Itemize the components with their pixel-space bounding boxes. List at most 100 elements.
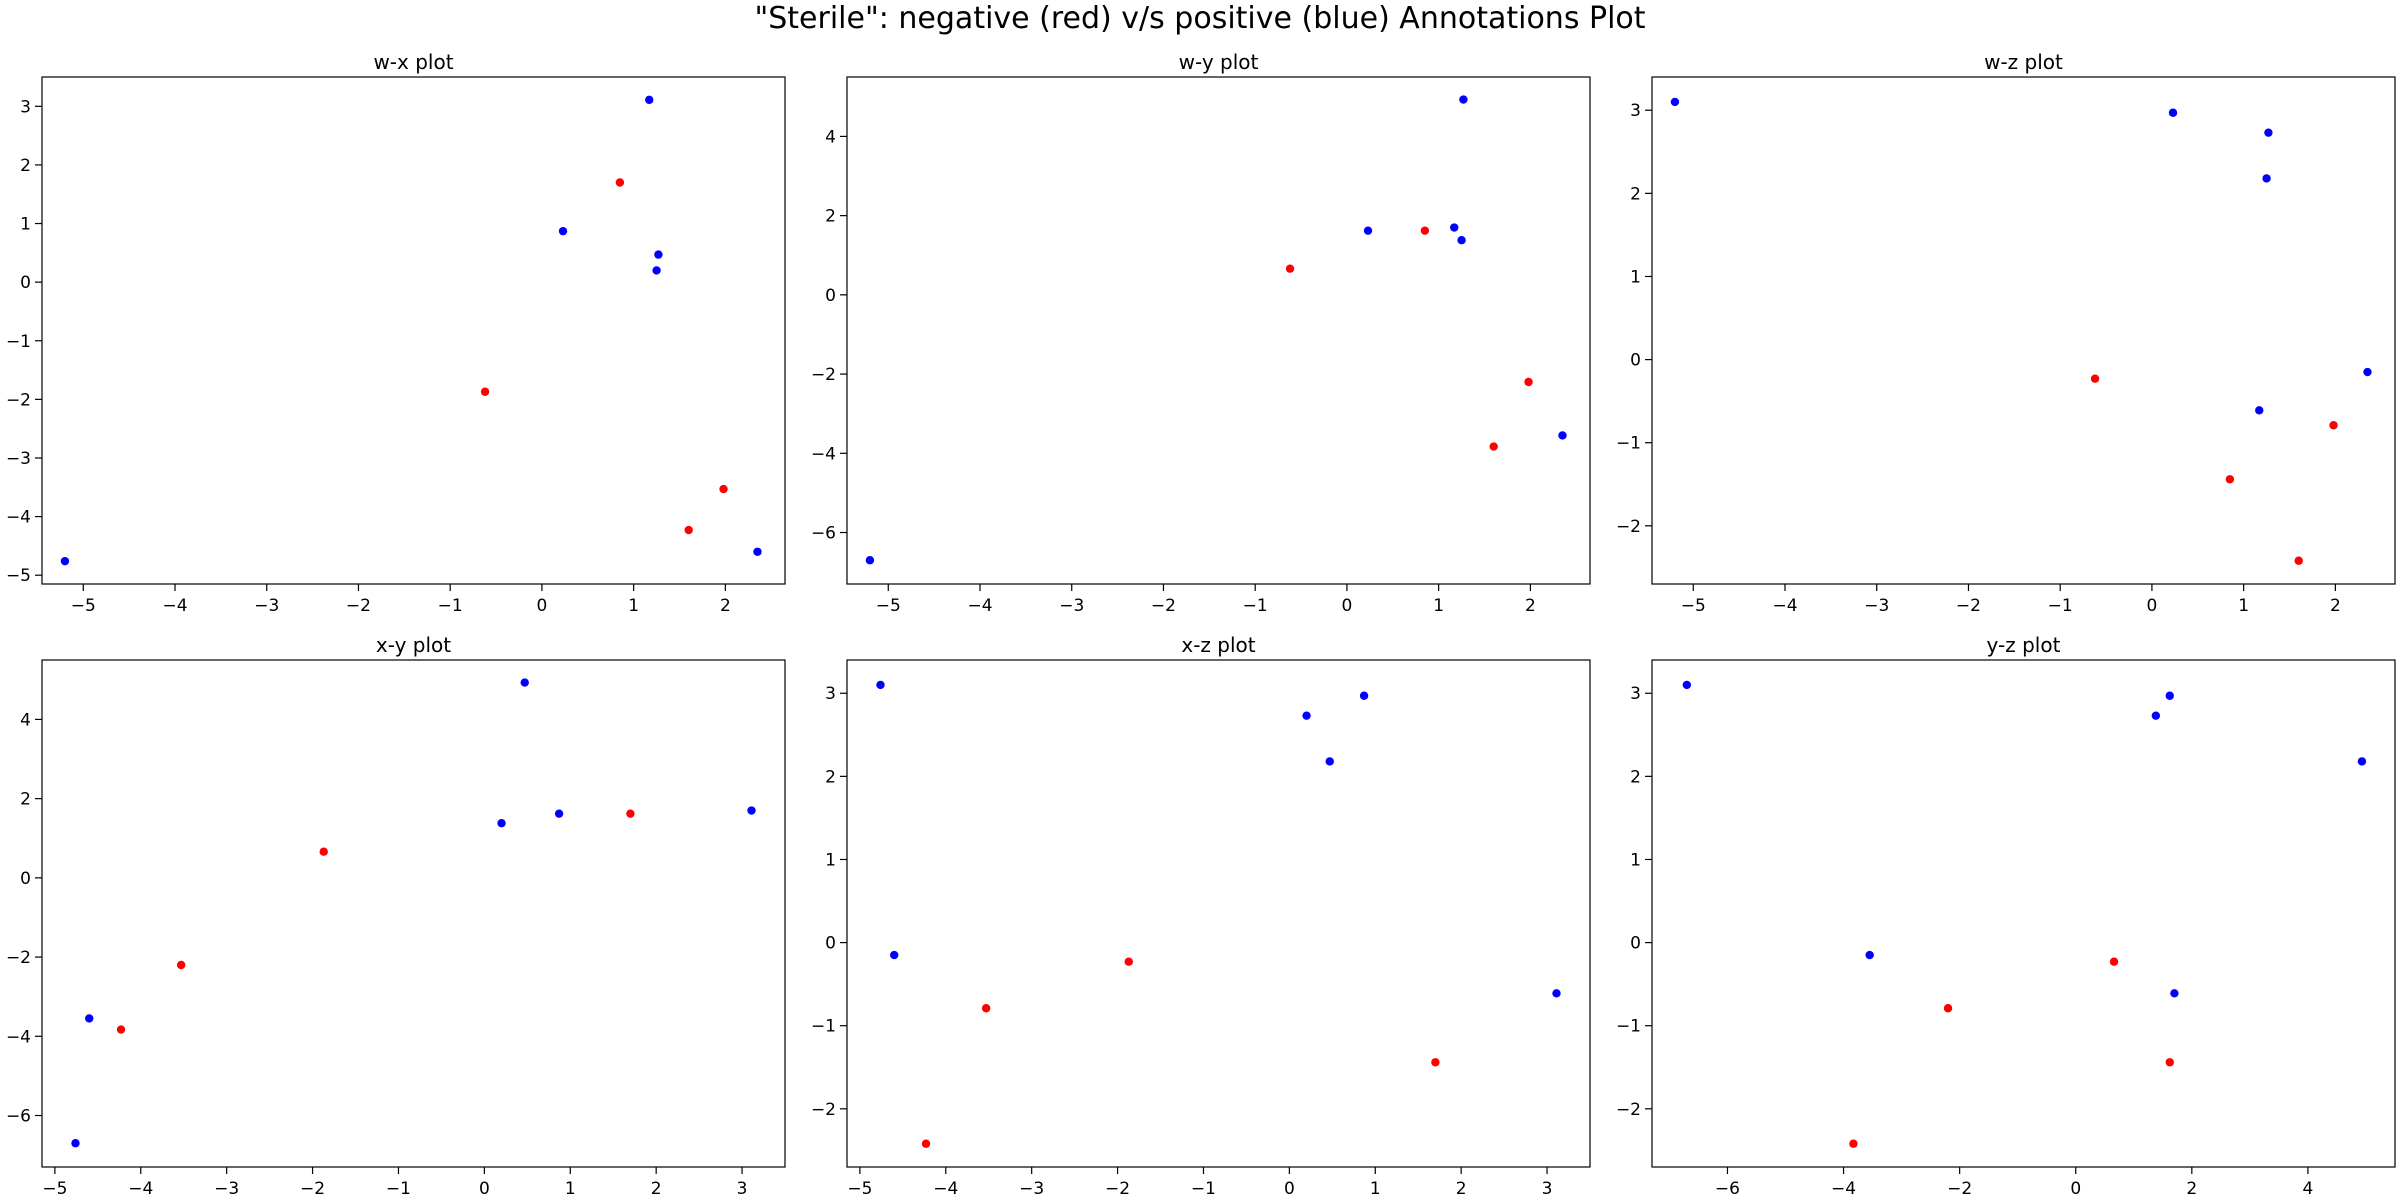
y-tick-label: −1 (1616, 434, 1641, 454)
axes-frame (846, 76, 1591, 585)
x-tick-label: −3 (1019, 1179, 1044, 1199)
y-tick-label: −6 (811, 524, 836, 544)
positive-point (1558, 431, 1567, 440)
positive-point (520, 678, 529, 687)
x-tick-label: −2 (1956, 596, 1981, 616)
y-tick-label: 2 (1630, 767, 1641, 787)
y-tick-label: −5 (6, 566, 31, 586)
y-tick-label: −2 (1616, 517, 1641, 537)
negative-point (615, 178, 625, 187)
x-tick-label: −1 (2048, 596, 2073, 616)
x-tick-label: 0 (1284, 1179, 1295, 1199)
negative-point (981, 1004, 991, 1013)
negative-point (2294, 556, 2303, 565)
x-tick-label: 3 (1542, 1179, 1553, 1199)
y-tick-label: −2 (1616, 1100, 1641, 1120)
x-tick-label: −5 (1681, 596, 1706, 616)
y-tick-label: 0 (1630, 934, 1641, 954)
y-tick-label: 3 (825, 684, 836, 704)
x-tick-label: −2 (346, 596, 371, 616)
x-tick-label: 1 (2238, 596, 2249, 616)
y-tick-label: −4 (811, 444, 836, 464)
positive-point (1865, 950, 1874, 960)
y-tick-label: −1 (6, 332, 31, 352)
positive-point (2363, 367, 2372, 377)
negative-point (719, 484, 728, 494)
positive-point (1450, 223, 1459, 232)
positive-point (753, 547, 762, 556)
positive-point (1459, 95, 1468, 104)
figure-title: "Sterile": negative (red) v/s positive (… (754, 1, 1646, 36)
y-tick-label: −6 (6, 1107, 31, 1127)
negative-point (626, 809, 635, 818)
positive-point (85, 1014, 94, 1023)
positive-point (865, 556, 875, 565)
y-tick-label: 0 (20, 869, 31, 889)
y-tick-label: −2 (6, 948, 31, 968)
positive-point (2170, 989, 2179, 998)
y-tick-label: −4 (6, 508, 31, 528)
positive-point (2151, 711, 2161, 720)
negative-point (1524, 377, 1533, 387)
negative-point (921, 1139, 931, 1148)
y-tick-label: 0 (1630, 351, 1641, 371)
x-tick-label: −4 (967, 596, 992, 616)
negative-point (1420, 226, 1430, 235)
y-tick-label: 0 (825, 934, 836, 954)
negative-point (319, 847, 328, 856)
x-tick-label: 1 (1370, 1179, 1381, 1199)
negative-point (1124, 957, 1133, 966)
x-tick-label: 0 (479, 1179, 490, 1199)
axes-frame (846, 659, 1591, 1168)
panel-title: w-y plot (1179, 50, 1259, 74)
positive-point (747, 806, 756, 815)
x-tick-label: 2 (2186, 1179, 2197, 1199)
negative-point (2329, 421, 2338, 430)
x-tick-label: 2 (1525, 596, 1536, 616)
negative-point (2165, 1058, 2174, 1067)
y-tick-label: 1 (1630, 267, 1641, 287)
positive-point (654, 250, 663, 259)
negative-point (2225, 475, 2235, 484)
positive-point (1457, 235, 1466, 245)
x-tick-label: −3 (1864, 596, 1889, 616)
x-tick-label: 0 (1342, 596, 1353, 616)
x-tick-label: 1 (1433, 596, 1444, 616)
y-tick-label: 3 (1630, 101, 1641, 121)
y-tick-label: 4 (825, 127, 836, 147)
positive-point (60, 556, 70, 566)
y-tick-label: −1 (1616, 1017, 1641, 1037)
axes-frame (41, 659, 786, 1168)
x-tick-label: −4 (128, 1179, 153, 1199)
y-tick-label: 2 (20, 790, 31, 810)
x-tick-label: 1 (628, 596, 639, 616)
y-tick-label: 2 (20, 156, 31, 176)
negative-point (2090, 374, 2100, 383)
x-tick-label: 2 (1456, 1179, 1467, 1199)
x-tick-label: −5 (42, 1179, 67, 1199)
y-tick-label: 1 (825, 850, 836, 870)
y-tick-label: −1 (811, 1017, 836, 1037)
positive-point (1682, 680, 1692, 690)
axes-frame (1651, 659, 2396, 1168)
negative-point (1849, 1139, 1858, 1148)
negative-point (684, 525, 693, 535)
x-tick-label: −1 (386, 1179, 411, 1199)
positive-point (645, 95, 654, 105)
panel-title: w-x plot (373, 50, 453, 74)
x-tick-label: −4 (1772, 596, 1797, 616)
x-tick-label: 2 (2330, 596, 2341, 616)
positive-point (497, 818, 506, 828)
positive-point (652, 266, 661, 275)
x-tick-label: 2 (720, 596, 731, 616)
y-tick-label: 2 (825, 207, 836, 227)
positive-point (1670, 97, 1680, 107)
negative-point (1431, 1058, 1440, 1067)
x-tick-label: −2 (1105, 1179, 1130, 1199)
x-tick-label: −6 (1715, 1179, 1740, 1199)
positive-point (558, 226, 568, 236)
panel-title: w-z plot (1984, 50, 2063, 74)
positive-point (554, 809, 564, 818)
y-tick-label: 2 (825, 767, 836, 787)
